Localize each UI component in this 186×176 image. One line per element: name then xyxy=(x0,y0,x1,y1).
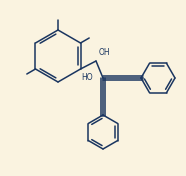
Text: HO: HO xyxy=(81,73,93,81)
Text: OH: OH xyxy=(99,48,111,57)
